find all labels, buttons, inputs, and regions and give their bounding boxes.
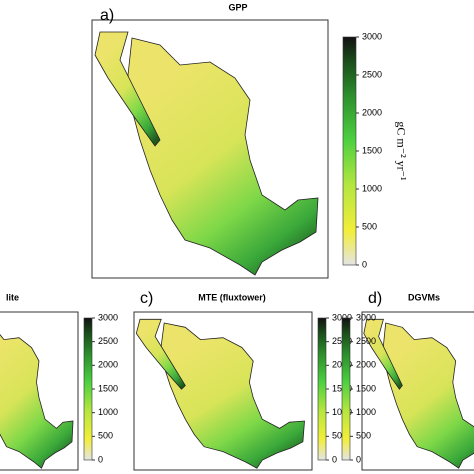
colorbar-tick-label: 2000 [356, 360, 376, 370]
colorbar-tick-label: 1000 [356, 407, 376, 417]
colorbar-tick-label: 3000 [98, 312, 118, 322]
map-panel: MTE (fluxtower)c)05001000150020002500300… [133, 290, 352, 471]
map-panel: DGVMs d) 0 500 1000 1500 2000 2500 3000 [341, 290, 474, 471]
colorbar [341, 317, 351, 461]
colorbar-tick-label: 500 [332, 431, 347, 441]
panel-frame [0, 311, 79, 471]
panel-title: GPP [228, 2, 247, 12]
colorbar-tick-label: 1500 [356, 383, 376, 393]
colorbar-tick-label: 0 [332, 454, 337, 464]
colorbar-tick-label: 0 [356, 454, 361, 464]
colorbar [342, 36, 357, 266]
colorbar-tick-label: 2500 [362, 69, 382, 79]
colorbar-tick-label: 3000 [332, 312, 352, 322]
map-panel: lite 0 500 1000 1500 2000 2500 3000 [0, 292, 118, 471]
colorbar-tick-label: 1000 [98, 407, 118, 417]
colorbar-tick-label: 500 [356, 431, 371, 441]
colorbar-tick-label: 1500 [98, 383, 118, 393]
colorbar-tick-label: 1500 [362, 145, 382, 155]
colorbar-unit: gC m⁻² yr⁻¹ [394, 121, 408, 181]
colorbar-tick-label: 500 [98, 431, 113, 441]
colorbar-tick-label: 3000 [362, 31, 382, 41]
mexico-map [363, 318, 403, 390]
colorbar-tick-label: 2000 [98, 360, 118, 370]
panel-label: d) [368, 290, 382, 307]
panel-label: a) [100, 7, 114, 24]
mexico-map [0, 334, 74, 469]
panel-frame [133, 311, 313, 471]
mexico-map [382, 322, 474, 469]
mexico-map [94, 31, 161, 147]
colorbar-tick-label: 3000 [356, 312, 376, 322]
colorbar-tick-label: 0 [362, 259, 367, 269]
colorbar-tick-label: 2500 [356, 336, 376, 346]
colorbar-tick-label: 2500 [98, 336, 118, 346]
colorbar [317, 317, 327, 461]
map-panel: GPP a) 0 500 1000 1500 2000 2500 3000 gC m⁻² yr⁻¹ [91, 2, 408, 279]
panel-title: MTE (fluxtower) [198, 292, 266, 302]
panel-title: DGVMs [408, 292, 440, 302]
colorbar-tick-label: 500 [362, 221, 377, 231]
colorbar-tick-label: 2000 [362, 107, 382, 117]
panel-label: c) [140, 290, 153, 307]
mexico-map [127, 37, 319, 276]
mexico-map [135, 318, 186, 390]
panel-frame [361, 311, 474, 471]
panel-frame [91, 19, 329, 279]
colorbar-tick-label: 0 [98, 454, 103, 464]
mexico-map [160, 322, 305, 469]
panel-title: lite [6, 292, 19, 302]
colorbar-tick-label: 1000 [362, 183, 382, 193]
colorbar [83, 317, 93, 461]
